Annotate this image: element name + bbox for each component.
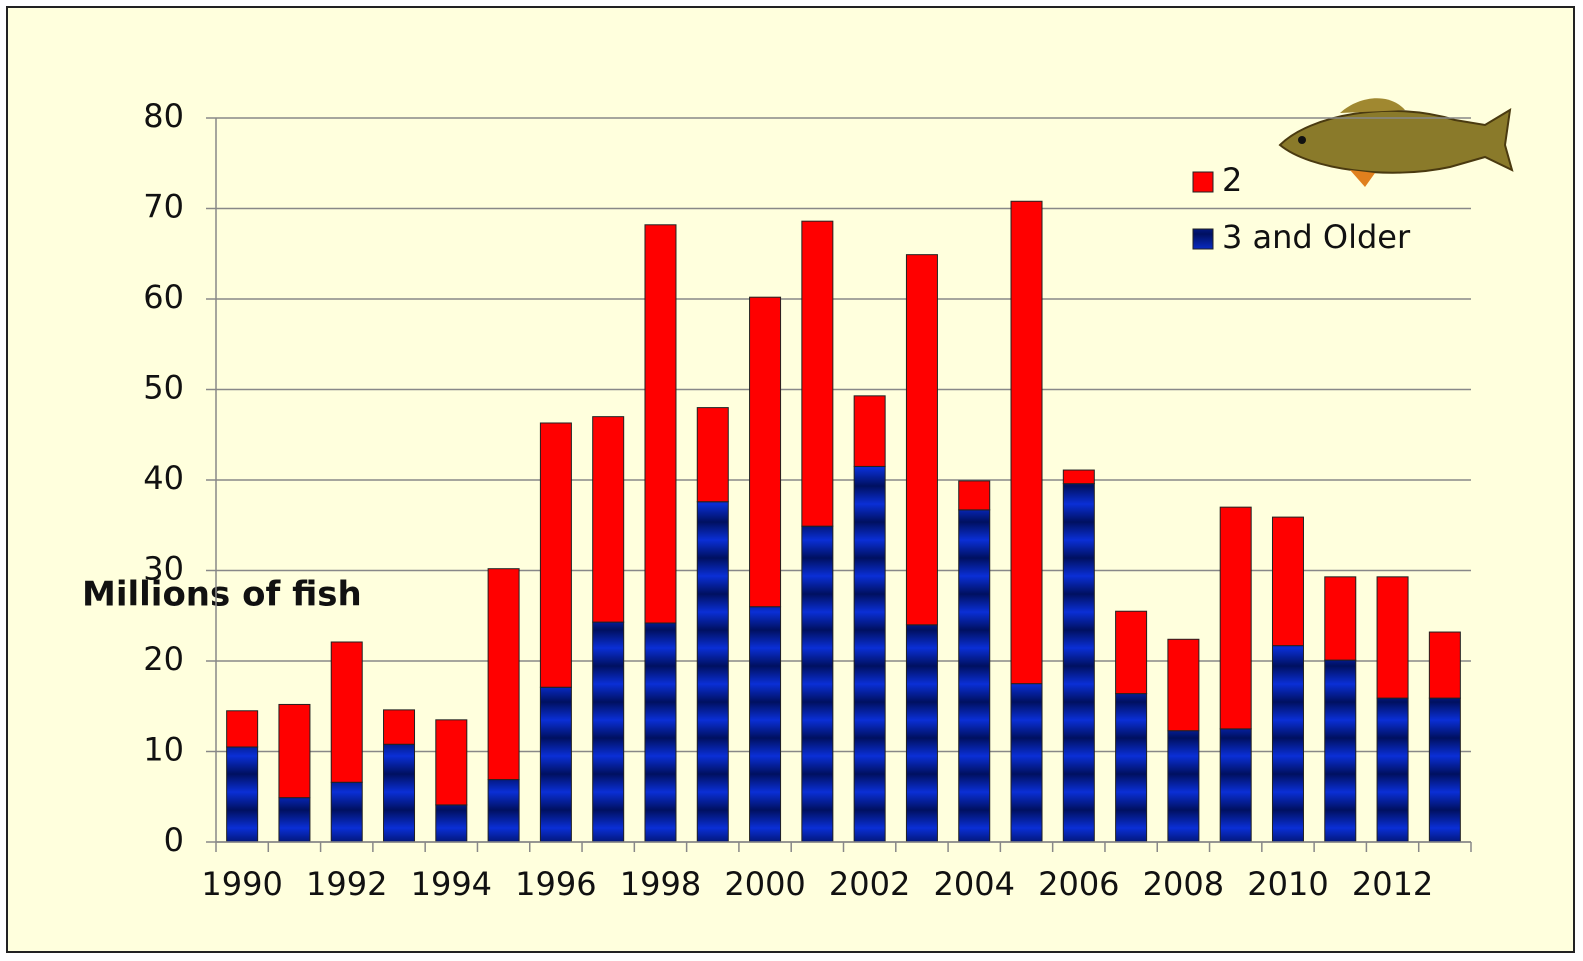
bar-segment <box>1428 697 1461 843</box>
x-tick-label: 1998 <box>620 865 701 903</box>
bar-segment <box>696 407 729 503</box>
bar-segment <box>696 501 729 843</box>
bar-segment <box>958 509 991 843</box>
x-tick-label: 2010 <box>1247 865 1328 903</box>
bar-segment <box>644 224 677 624</box>
bar-segment <box>383 709 416 745</box>
bar-segment <box>801 525 834 843</box>
bar-segment <box>1271 516 1304 647</box>
y-tick-label: 40 <box>143 459 184 497</box>
bar-segment <box>1115 693 1148 843</box>
bar-segment <box>539 686 572 843</box>
legend-label: 2 <box>1222 161 1242 199</box>
bar-segment <box>592 416 625 623</box>
x-tick-label: 1990 <box>201 865 282 903</box>
y-tick-label: 20 <box>143 640 184 678</box>
bar-segment <box>487 779 520 843</box>
bar-segment <box>330 781 363 843</box>
bar-segment <box>1115 610 1148 695</box>
bar-segment <box>749 296 782 608</box>
x-tick-label: 1992 <box>306 865 387 903</box>
bar-segment <box>958 480 991 511</box>
y-tick-label: 30 <box>143 550 184 588</box>
bar-segment <box>1219 728 1252 843</box>
bar-segment <box>905 624 938 843</box>
bar-segment <box>1324 659 1357 843</box>
x-tick-label: 1996 <box>515 865 596 903</box>
bar-segment <box>1428 631 1461 699</box>
x-tick-label: 2006 <box>1038 865 1119 903</box>
bar-segment <box>330 641 363 783</box>
legend-swatch <box>1192 171 1214 193</box>
bar-segment <box>539 422 572 688</box>
bar-segment <box>1167 638 1200 732</box>
bar-segment <box>905 254 938 626</box>
bar-segment <box>1167 730 1200 843</box>
bar-segment <box>487 568 520 781</box>
bar-segment <box>278 703 311 799</box>
bar-segment <box>435 719 468 806</box>
x-tick-label: 2008 <box>1143 865 1224 903</box>
bar-segment <box>1219 506 1252 730</box>
bar-segment <box>1010 200 1043 685</box>
y-axis-label: Millions of fish <box>82 575 362 615</box>
x-tick-label: 2004 <box>934 865 1015 903</box>
y-tick-label: 80 <box>143 97 184 135</box>
y-tick-label: 70 <box>143 188 184 226</box>
x-tick-label: 2000 <box>724 865 805 903</box>
bar-segment <box>1062 469 1095 485</box>
bar-segment <box>801 220 834 527</box>
bar-segment <box>226 710 259 748</box>
bar-segment <box>592 621 625 843</box>
bar-segment <box>1010 683 1043 843</box>
y-tick-label: 60 <box>143 278 184 316</box>
bar-segment <box>644 622 677 843</box>
x-tick-label: 2012 <box>1352 865 1433 903</box>
bar-segment <box>853 465 886 843</box>
x-tick-label: 2002 <box>829 865 910 903</box>
bar-segment <box>435 804 468 843</box>
bar-segment <box>383 743 416 843</box>
bar-segment <box>853 395 886 467</box>
y-tick-label: 10 <box>143 731 184 769</box>
bar-segment <box>1324 576 1357 661</box>
fish-picture <box>1278 98 1514 187</box>
bar-segment <box>226 746 259 843</box>
y-tick-label: 50 <box>143 369 184 407</box>
y-tick-label: 0 <box>164 821 184 859</box>
x-tick-label: 1994 <box>411 865 492 903</box>
legend-label: 3 and Older <box>1222 218 1411 256</box>
bar-segment <box>1376 576 1409 699</box>
bar-segment <box>1271 645 1304 843</box>
bar-segment <box>1062 483 1095 843</box>
bar-segment <box>278 797 311 843</box>
legend-swatch <box>1192 228 1214 250</box>
bar-segment <box>749 606 782 843</box>
bar-segment <box>1376 697 1409 843</box>
